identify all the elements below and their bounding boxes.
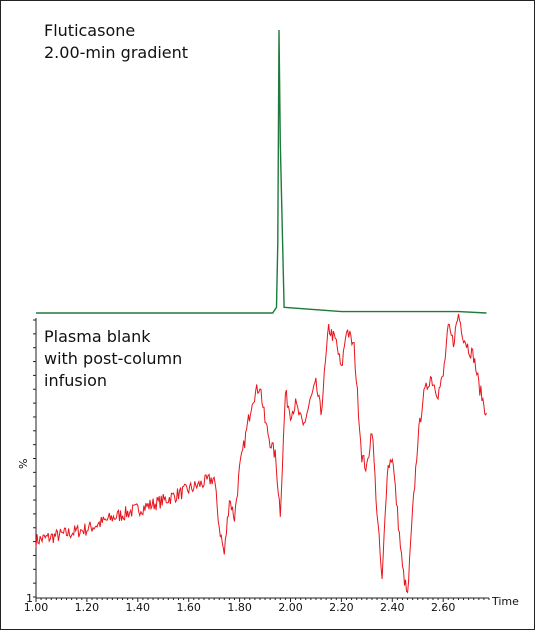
bottom-chart-title-line-2: with post-column bbox=[44, 349, 182, 368]
top-chart-plot bbox=[36, 29, 487, 314]
bottom-chart-title-line-3: infusion bbox=[44, 371, 107, 390]
bottom-chart-plot bbox=[35, 313, 487, 594]
x-axis-label: Time bbox=[491, 595, 519, 608]
y-tick-label: 1 bbox=[26, 592, 33, 605]
x-tick-label: 1.20 bbox=[75, 601, 100, 614]
x-tick-label: 1.80 bbox=[227, 601, 252, 614]
y-axis-label: % bbox=[17, 459, 30, 469]
bottom-series-line bbox=[35, 313, 487, 594]
top-series-line bbox=[36, 29, 487, 314]
x-tick-label: 2.00 bbox=[278, 601, 303, 614]
x-tick-label: 1.00 bbox=[24, 601, 49, 614]
x-tick-label: 2.20 bbox=[329, 601, 354, 614]
bottom-chart-title-line-1: Plasma blank bbox=[44, 327, 151, 346]
x-tick-label: 1.60 bbox=[176, 601, 201, 614]
top-chart-title-line-2: 2.00-min gradient bbox=[44, 43, 188, 62]
x-tick-labels: 1.00 1.20 1.40 1.60 1.80 2.00 2.20 2.40 2.60 bbox=[24, 601, 456, 614]
x-tick-label: 1.40 bbox=[126, 601, 151, 614]
top-chart-title-line-1: Fluticasone bbox=[44, 21, 135, 40]
x-tick-label: 2.60 bbox=[431, 601, 456, 614]
x-tick-label: 2.40 bbox=[380, 601, 405, 614]
axes-group bbox=[33, 318, 490, 602]
